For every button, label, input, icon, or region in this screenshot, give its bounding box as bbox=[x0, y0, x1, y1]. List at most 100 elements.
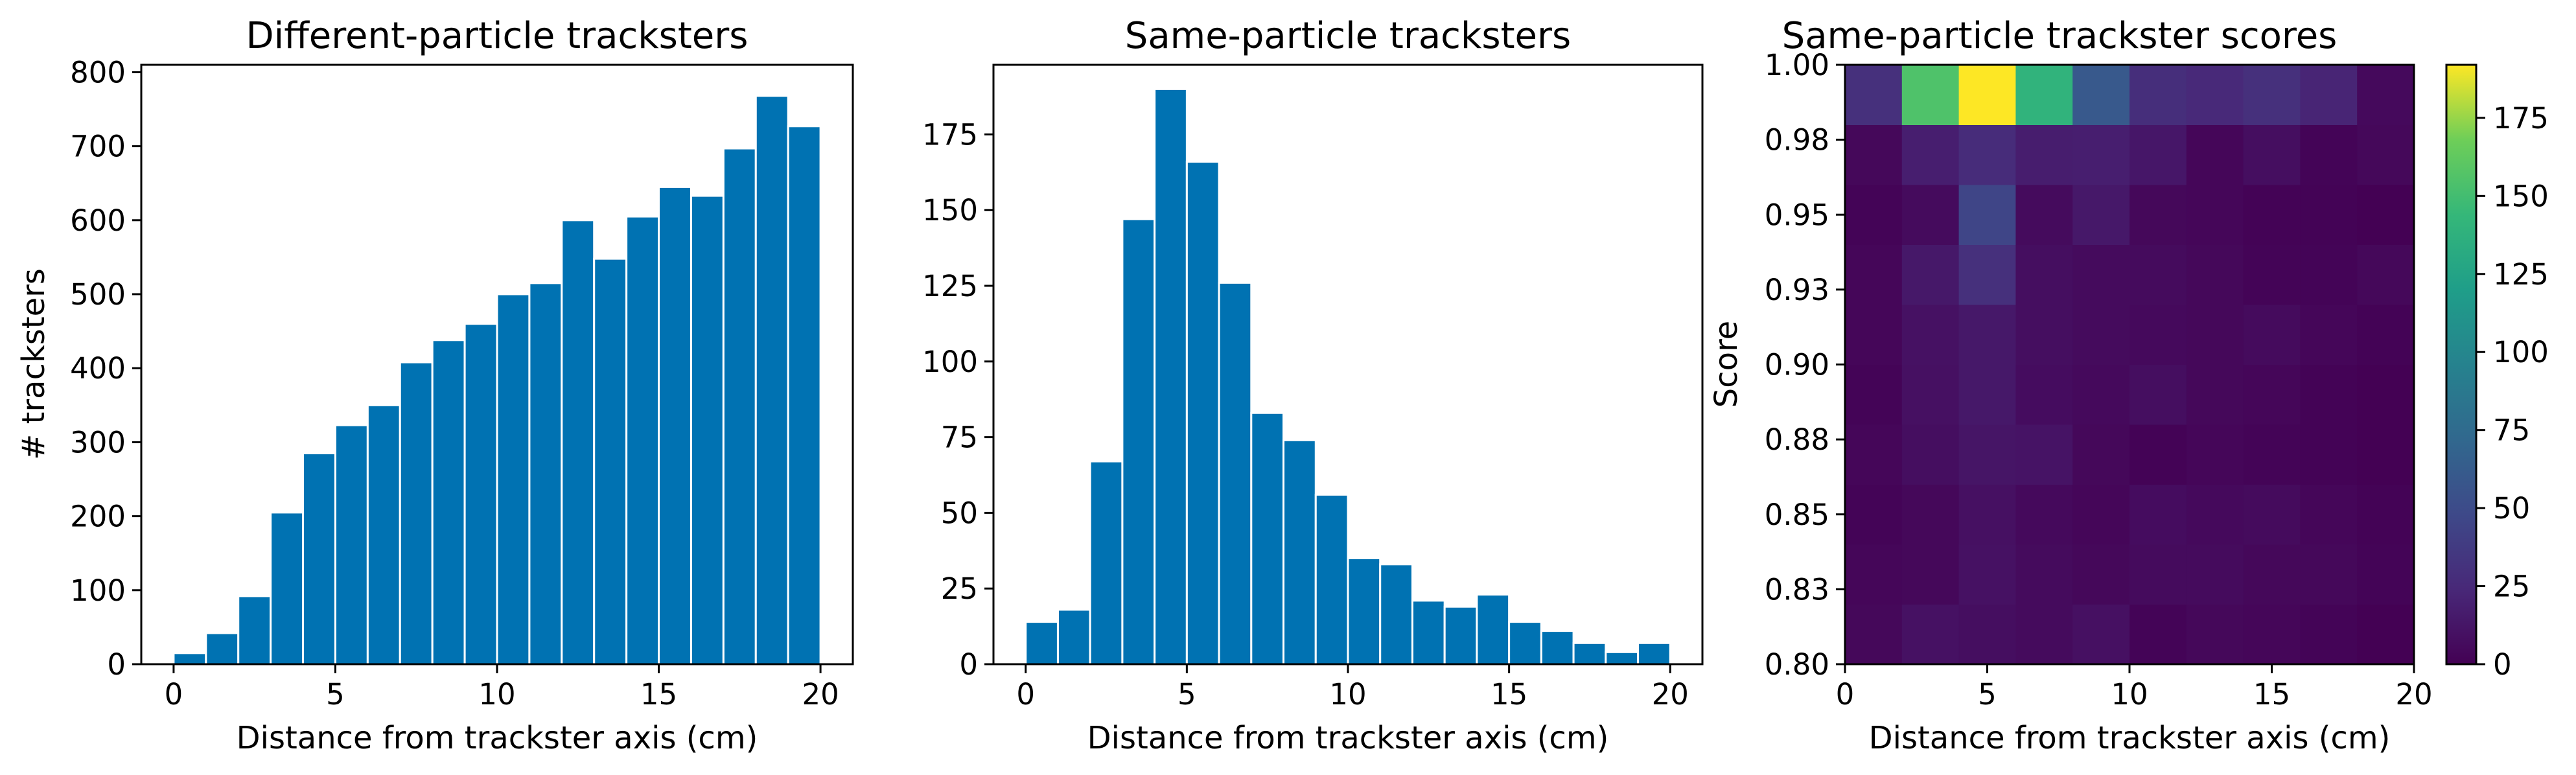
y-tick-label: 1.00 bbox=[1765, 48, 1829, 82]
heatmap-cell bbox=[1845, 604, 1903, 665]
heatmap-cell bbox=[2357, 185, 2415, 245]
y-axis-label: Score bbox=[1708, 321, 1745, 408]
heatmap-cell bbox=[2357, 604, 2415, 665]
heatmap-cell bbox=[2129, 364, 2187, 425]
heatmap-cell bbox=[2243, 604, 2301, 665]
x-tick-label: 0 bbox=[1836, 677, 1855, 711]
heatmap-cell bbox=[1901, 364, 1960, 425]
heatmap-cell bbox=[2129, 305, 2187, 365]
heatmap-cell bbox=[1845, 185, 1903, 245]
x-axis-ticks: 0 5 10 15 20 bbox=[165, 664, 839, 711]
y-axis-ticks: 0.80 0.83 0.85 0.88 0.90 0.93 0.95 0.98 1.00 bbox=[1765, 48, 1845, 682]
heatmap-cell bbox=[2129, 424, 2187, 485]
heatmap-cell bbox=[2072, 244, 2130, 305]
x-tick-label: 5 bbox=[1178, 677, 1196, 711]
heatmap-cell bbox=[1845, 424, 1903, 485]
chart-title: Same-particle tracksters bbox=[1125, 15, 1571, 57]
heatmap-cell bbox=[2072, 364, 2130, 425]
panel-score-heatmap: Same-particle trackster scores 0 5 10 15 20 … bbox=[1708, 15, 2549, 756]
histogram-bar bbox=[1185, 160, 1220, 665]
x-axis-label: Distance from trackster axis (cm) bbox=[237, 720, 758, 756]
x-tick-label: 15 bbox=[1491, 677, 1527, 711]
histogram-bar bbox=[593, 257, 628, 665]
histogram-bar bbox=[1637, 642, 1671, 665]
heatmap-cell bbox=[2243, 484, 2301, 545]
heatmap-cell bbox=[1845, 305, 1903, 365]
heatmap-cell bbox=[2186, 424, 2244, 485]
heatmap-cell bbox=[2357, 124, 2415, 185]
histogram-bar bbox=[722, 147, 757, 665]
bars bbox=[172, 95, 822, 665]
heatmap-cell bbox=[2015, 185, 2073, 245]
histogram-bar bbox=[625, 215, 660, 665]
heatmap-cell bbox=[2186, 364, 2244, 425]
colorbar-tick-label: 25 bbox=[2493, 570, 2530, 604]
heatmap-cell bbox=[2129, 544, 2187, 605]
histogram-bar bbox=[1508, 621, 1542, 665]
heatmap-cell bbox=[1958, 305, 2016, 365]
heatmap-cell bbox=[2186, 544, 2244, 605]
heatmap-cell bbox=[2015, 424, 2073, 485]
histogram-bar bbox=[366, 404, 401, 665]
histogram-bar bbox=[463, 323, 498, 665]
y-tick-label: 25 bbox=[941, 572, 978, 606]
heatmap-cell bbox=[1845, 124, 1903, 185]
colorbar-tick-label: 75 bbox=[2493, 413, 2530, 448]
heatmap-cell bbox=[1845, 364, 1903, 425]
y-tick-label: 0.88 bbox=[1765, 422, 1829, 457]
heatmap-cell bbox=[2243, 124, 2301, 185]
panel-different-particle: Different-particle tracksters 0 5 10 15 20 0… bbox=[16, 15, 854, 756]
heatmap-cell bbox=[2357, 424, 2415, 485]
x-tick-label: 20 bbox=[2395, 677, 2432, 711]
heatmap-cell bbox=[2243, 244, 2301, 305]
heatmap-cell bbox=[2300, 484, 2358, 545]
y-tick-label: 0.80 bbox=[1765, 647, 1829, 682]
histogram-bar bbox=[431, 339, 466, 665]
heatmap-cell bbox=[2300, 244, 2358, 305]
x-tick-label: 10 bbox=[1329, 677, 1366, 711]
y-tick-label: 0.95 bbox=[1765, 198, 1829, 232]
heatmap-cell bbox=[1958, 364, 2016, 425]
heatmap-cell bbox=[1845, 544, 1903, 605]
heatmap-cell bbox=[2072, 305, 2130, 365]
x-axis-ticks: 0 5 10 15 20 bbox=[1016, 664, 1689, 711]
heatmap-cell bbox=[2129, 185, 2187, 245]
heatmap-cell bbox=[1958, 544, 2016, 605]
colorbar-tick-label: 175 bbox=[2493, 101, 2549, 135]
y-tick-label: 0.85 bbox=[1765, 498, 1829, 532]
heatmap-cell bbox=[1958, 124, 2016, 185]
heatmap-cell bbox=[2243, 185, 2301, 245]
histogram-bar bbox=[205, 632, 240, 665]
heatmap-cell bbox=[1901, 124, 1960, 185]
histogram-bar bbox=[1154, 87, 1188, 665]
heatmap-cells bbox=[1845, 65, 2415, 665]
x-tick-label: 5 bbox=[1978, 677, 1997, 711]
heatmap-cell bbox=[1958, 484, 2016, 545]
histogram-bar bbox=[302, 452, 336, 665]
heatmap-cell bbox=[2186, 65, 2244, 125]
colorbar-tick-label: 50 bbox=[2493, 491, 2530, 526]
histogram-bar bbox=[1218, 281, 1253, 665]
heatmap-cell bbox=[2357, 484, 2415, 545]
heatmap-cell bbox=[2300, 424, 2358, 485]
heatmap-cell bbox=[2243, 544, 2301, 605]
heatmap-cell bbox=[2072, 484, 2130, 545]
y-tick-label: 0 bbox=[107, 647, 126, 682]
colorbar bbox=[2445, 64, 2477, 665]
heatmap-cell bbox=[1958, 185, 2016, 245]
heatmap-cell bbox=[2072, 124, 2130, 185]
heatmap-cell bbox=[2015, 484, 2073, 545]
y-tick-label: 0.93 bbox=[1765, 273, 1829, 307]
histogram-bar bbox=[1056, 608, 1091, 665]
histogram-bar bbox=[1282, 439, 1317, 665]
heatmap-cell bbox=[2186, 484, 2244, 545]
y-tick-label: 100 bbox=[70, 573, 126, 608]
heatmap-cell bbox=[1901, 484, 1960, 545]
histogram-bar bbox=[1121, 218, 1156, 665]
heatmap-cell bbox=[2357, 305, 2415, 365]
histogram-bar bbox=[690, 194, 725, 665]
heatmap-cell bbox=[1958, 65, 2016, 125]
colorbar-ticks: 0 25 50 75 100 125 150 175 bbox=[2476, 101, 2549, 682]
heatmap-cell bbox=[2186, 244, 2244, 305]
